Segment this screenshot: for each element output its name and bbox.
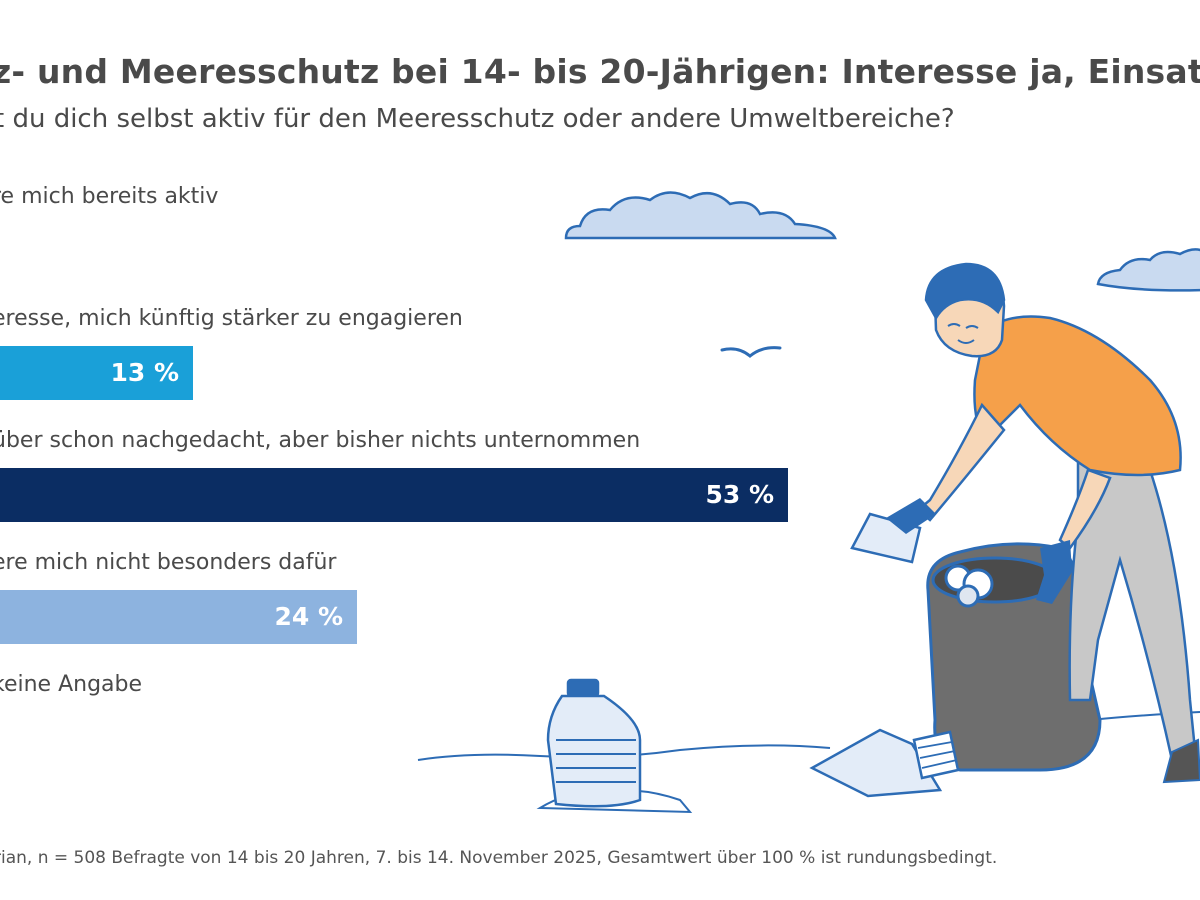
category-label: re mich bereits aktiv (0, 184, 219, 209)
carton-trash-icon (912, 730, 960, 780)
person-legs (1068, 458, 1198, 762)
category-label: eresse, mich künftig stärker zu engagier… (0, 306, 463, 331)
trash-bag-icon (926, 542, 1102, 772)
bar (0, 468, 788, 522)
glove-icon (1036, 540, 1072, 604)
bar-value-label: 24 % (274, 602, 343, 631)
category-label: über schon nachgedacht, aber bisher nich… (0, 428, 641, 453)
cloud-icon (1096, 248, 1200, 292)
glove-icon (886, 498, 936, 534)
category-label: keine Angabe (0, 672, 143, 697)
shoe-icon (1162, 738, 1200, 784)
chart-subtitle: t du dich selbst aktiv für den Meeressch… (0, 104, 955, 134)
person-arm-left (916, 402, 1006, 522)
chart-title: z- und Meeresschutz bei 14- bis 20-Jähri… (0, 52, 1200, 91)
cloud-icon (564, 191, 837, 240)
source-note: rian, n = 508 Befragte von 14 bis 20 Jah… (0, 848, 998, 868)
bar-value-label: 13 % (110, 358, 179, 387)
bottle-icon (546, 678, 642, 808)
person-head (924, 262, 1006, 358)
person-shirt (973, 315, 1182, 477)
bar (0, 346, 193, 400)
bar (0, 590, 357, 644)
bar-value-label: 53 % (705, 480, 774, 509)
bird-icon (720, 346, 782, 358)
category-label: ere mich nicht besonders dafür (0, 550, 337, 575)
